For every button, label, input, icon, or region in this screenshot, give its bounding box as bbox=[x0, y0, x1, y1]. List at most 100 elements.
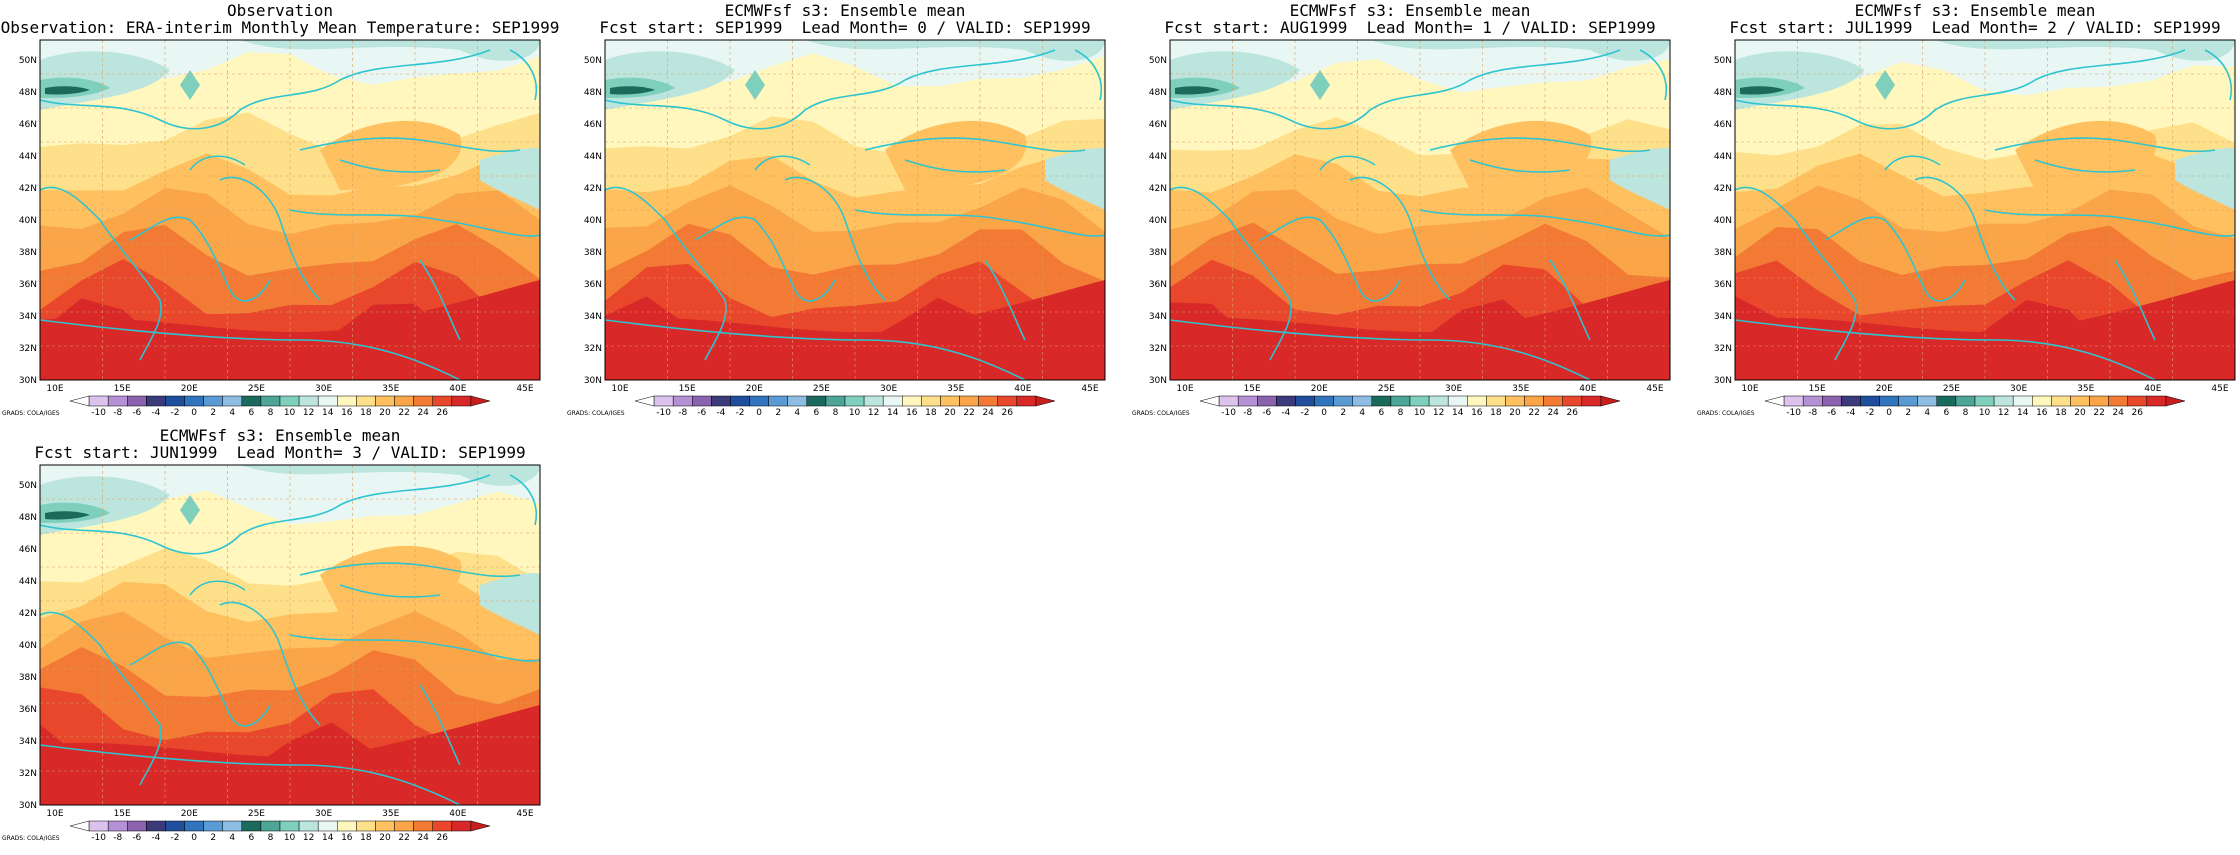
lat-tick-label: 44N bbox=[1714, 152, 1732, 162]
colorbar-cell bbox=[1505, 395, 1525, 407]
colorbar-label: 24 bbox=[417, 408, 429, 418]
lat-tick-label: 36N bbox=[19, 705, 37, 715]
lat-tick-label: 34N bbox=[1714, 312, 1732, 322]
colorbar-label: 2 bbox=[775, 408, 781, 418]
colorbar-cell bbox=[69, 820, 90, 832]
colorbar-label: 2 bbox=[1340, 408, 1346, 418]
colorbar-cell bbox=[184, 395, 204, 407]
lat-tick-label: 42N bbox=[1149, 184, 1167, 194]
colorbar-label: -4 bbox=[1281, 408, 1290, 418]
cool-patch bbox=[1045, 148, 1105, 210]
lat-tick-label: 38N bbox=[19, 248, 37, 258]
colorbar-cell bbox=[2012, 395, 2033, 407]
colorbar-cell bbox=[1237, 395, 1258, 407]
grads-credit: GRADS: COLA/IGES bbox=[2, 835, 60, 842]
panel-title-line1: ECMWFsf s3: Ensemble mean bbox=[724, 1, 966, 20]
colorbar-label: -10 bbox=[656, 408, 671, 418]
cool-patch bbox=[1610, 148, 1670, 210]
colorbar-cell bbox=[1295, 395, 1315, 407]
colorbar-label: 4 bbox=[229, 833, 235, 843]
lat-tick-label: 44N bbox=[19, 152, 37, 162]
lon-tick-label: 35E bbox=[1512, 384, 1529, 394]
colorbar-label: 10 bbox=[284, 833, 296, 843]
lon-tick-label: 10E bbox=[46, 809, 63, 819]
colorbar-label: 22 bbox=[398, 833, 409, 843]
colorbar-cell bbox=[88, 395, 109, 407]
colorbar-cell bbox=[2165, 395, 2186, 407]
lat-tick-label: 42N bbox=[584, 184, 602, 194]
lon-tick-label: 10E bbox=[1176, 384, 1193, 394]
colorbar-label: -6 bbox=[1827, 408, 1836, 418]
cool-patch bbox=[180, 70, 200, 100]
coastlines bbox=[1170, 49, 1670, 380]
colorbar-cell bbox=[1581, 395, 1602, 407]
colorbar-cell bbox=[107, 395, 128, 407]
colorbar-cell bbox=[634, 395, 655, 407]
lon-tick-label: 40E bbox=[1014, 384, 1031, 394]
lon-tick-label: 25E bbox=[1943, 384, 1960, 394]
gridlines bbox=[605, 40, 1105, 380]
colorbar-label: -10 bbox=[1221, 408, 1236, 418]
lat-tick-label: 40N bbox=[19, 641, 37, 651]
panel-lead3: ECMWFsf s3: Ensemble mean Fcst start: JUN… bbox=[0, 425, 560, 855]
colorbar-cell bbox=[260, 395, 281, 407]
colorbar-cell bbox=[1936, 395, 1957, 407]
lat-tick-label: 40N bbox=[584, 216, 602, 226]
coastlines bbox=[1735, 49, 2235, 380]
map-figure: 50N 48N 46N 44N 42N 40N 38N 36N 34N 32N 30N 10E 15E 2… bbox=[2, 39, 541, 418]
colorbar-label: -6 bbox=[697, 408, 706, 418]
colorbar-cell bbox=[203, 820, 223, 832]
cool-patch bbox=[745, 70, 765, 100]
cool-patch bbox=[1175, 86, 1220, 95]
colorbar-label: -4 bbox=[1846, 408, 1855, 418]
colorbar-label: 18 bbox=[925, 408, 937, 418]
colorbar-cell bbox=[2108, 395, 2128, 407]
colorbar-cell bbox=[279, 820, 300, 832]
colorbar-cell bbox=[1352, 395, 1373, 407]
grads-credit: GRADS: COLA/IGES bbox=[2, 410, 60, 417]
colorbar-label: 16 bbox=[906, 408, 918, 418]
colorbar-label: 8 bbox=[268, 833, 274, 843]
map-frame bbox=[39, 464, 541, 806]
cool-patch bbox=[1935, 40, 2235, 61]
lat-tick-label: 30N bbox=[584, 376, 602, 386]
lat-tick-label: 40N bbox=[19, 216, 37, 226]
colorbar-label: 10 bbox=[849, 408, 861, 418]
colorbar-label: 14 bbox=[322, 833, 334, 843]
colorbar-cell bbox=[1764, 395, 1785, 407]
colorbar-label: -4 bbox=[151, 833, 160, 843]
colorbar-label: -2 bbox=[1301, 408, 1310, 418]
colorbar-cell bbox=[1600, 395, 1621, 407]
cool-patch bbox=[1370, 40, 1670, 61]
colorbar-cell bbox=[451, 395, 472, 407]
lat-tick-label: 30N bbox=[19, 801, 37, 811]
colorbar-cell bbox=[749, 395, 769, 407]
cool-patch bbox=[480, 573, 540, 635]
lon-tick-label: 45E bbox=[1646, 384, 1663, 394]
colorbar-label: 16 bbox=[341, 833, 353, 843]
panel-obs: Observation Observation: ERA-interim Mont… bbox=[0, 0, 560, 430]
colorbar-cell bbox=[1218, 395, 1239, 407]
colorbar-cell bbox=[413, 820, 433, 832]
panel-lead1: ECMWFsf s3: Ensemble mean Fcst start: AUG… bbox=[1130, 0, 1690, 430]
lat-tick-label: 46N bbox=[19, 120, 37, 130]
colorbar-label: 26 bbox=[437, 408, 449, 418]
colorbar-cell bbox=[1257, 395, 1277, 407]
colorbar-label: 12 bbox=[303, 833, 314, 843]
lon-tick-label: 30E bbox=[1445, 384, 1462, 394]
colorbar-cell bbox=[692, 395, 712, 407]
colorbar-cell bbox=[241, 820, 262, 832]
lat-tick-label: 46N bbox=[1149, 120, 1167, 130]
panel-title-line2: Fcst start: JUL1999 Lead Month= 2 / VALI… bbox=[1729, 18, 2221, 37]
panel-title-line1: ECMWFsf s3: Ensemble mean bbox=[1289, 1, 1531, 20]
colorbar-label: 24 bbox=[982, 408, 994, 418]
colorbar-label: 22 bbox=[398, 408, 409, 418]
lon-tick-label: 30E bbox=[2010, 384, 2027, 394]
lat-tick-label: 44N bbox=[1149, 152, 1167, 162]
lon-tick-label: 45E bbox=[516, 809, 533, 819]
colorbar-cell bbox=[1879, 395, 1899, 407]
lat-tick-label: 34N bbox=[584, 312, 602, 322]
colorbar-cell bbox=[69, 395, 90, 407]
colorbar-label: -10 bbox=[91, 408, 106, 418]
colorbar-label: -8 bbox=[113, 833, 122, 843]
